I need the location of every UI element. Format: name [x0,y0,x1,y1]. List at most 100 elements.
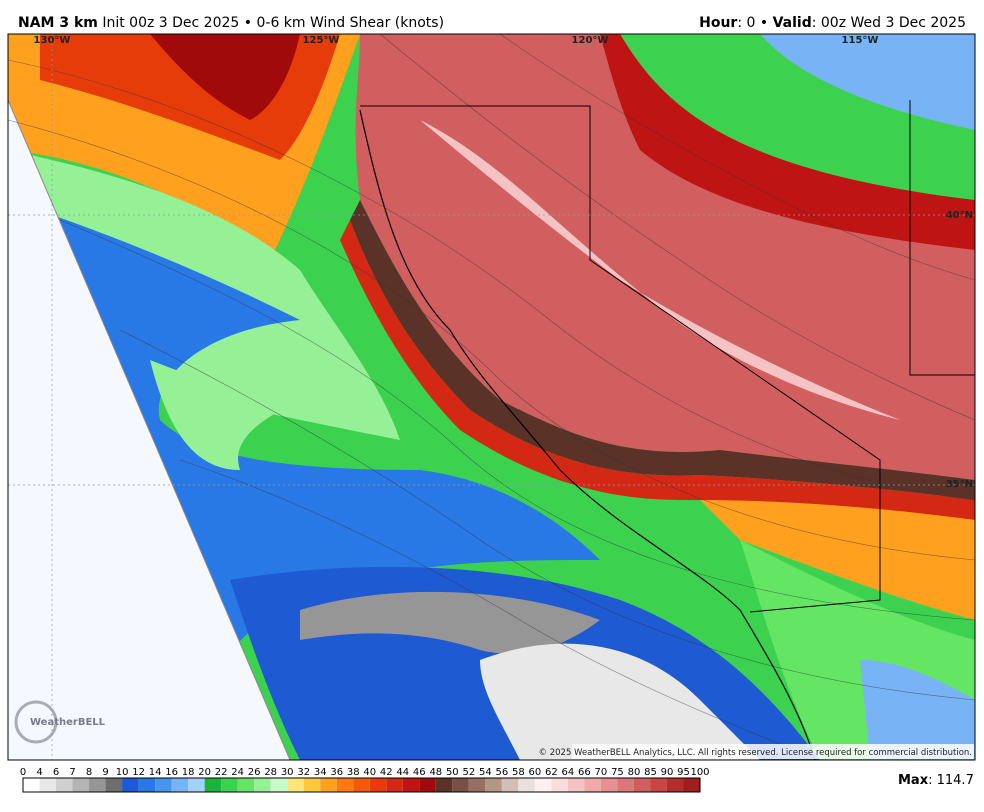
colorbar-tick-label: 36 [330,767,343,778]
lon-label: 125°W [303,35,340,46]
colorbar-segment [666,778,684,792]
lat-label: 40°N [946,210,973,221]
colorbar-segment [270,778,288,792]
colorbar-tick-label: 34 [314,767,327,778]
colorbar-tick-label: 95 [677,767,690,778]
colorbar-tick-label: 100 [690,767,709,778]
hour-value: : 0 [737,15,755,31]
colorbar-tick-label: 18 [182,767,195,778]
colorbar-segment [171,778,189,792]
colorbar-segment [683,778,700,792]
valid-label: Valid [773,15,812,31]
colorbar-segment [650,778,667,792]
colorbar-tick-label: 14 [149,767,162,778]
colorbar-segment [386,778,403,792]
colorbar-tick-label: 38 [347,767,360,778]
colorbar-segment [485,778,502,792]
colorbar-segment [468,778,486,792]
colorbar-segment [72,778,90,792]
colorbar: 0 4 6 7 8 9 10 12 14 16 18 20 22 24 26 28 30 32 34 36 38 40 42… [20,767,710,793]
colorbar-segment [633,778,651,792]
colorbar-tick-label: 4 [36,767,42,778]
colorbar-tick-label: 80 [628,767,641,778]
colorbar-segment [303,778,321,792]
colorbar-segment [567,778,585,792]
field: 0-6 km Wind Shear (knots) [256,15,444,31]
colorbar-tick-label: 90 [661,767,674,778]
copyright: © 2025 WeatherBELL Analytics, LLC. All r… [539,748,972,758]
colorbar-segment [221,778,238,792]
colorbar-tick-label: 50 [446,767,459,778]
colorbar-tick-label: 54 [479,767,492,778]
colorbar-segment [56,778,73,792]
colorbar-tick-label: 26 [248,767,261,778]
separator: • [760,15,768,31]
colorbar-segment [138,778,156,792]
header-left: NAM 3 km Init 00z 3 Dec 2025 • 0-6 km Wi… [18,15,444,31]
colorbar-tick-label: 64 [562,767,575,778]
colorbar-tick-label: 10 [116,767,129,778]
colorbar-tick-label: 7 [69,767,75,778]
colorbar-tick-label: 22 [215,767,228,778]
model: NAM 3 km [18,15,98,31]
run: Init 00z 3 Dec 2025 [102,15,239,31]
colorbar-segment [369,778,387,792]
colorbar-segment [188,778,205,792]
colorbar-tick-label: 20 [198,767,211,778]
colorbar-segment [320,778,337,792]
colorbar-segment [419,778,436,792]
colorbar-segment [237,778,255,792]
colorbar-segment [435,778,453,792]
valid-value: : 00z Wed 3 Dec 2025 [812,15,966,31]
colorbar-tick-label: 6 [53,767,59,778]
colorbar-segment [551,778,568,792]
colorbar-segment [39,778,57,792]
map-frame [7,33,976,761]
colorbar-tick-label: 44 [396,767,409,778]
colorbar-segment [534,778,552,792]
colorbar-tick-label: 0 [20,767,26,778]
colorbar-segment [617,778,634,792]
colorbar-tick-label: 70 [595,767,608,778]
colorbar-tick-label: 56 [495,767,508,778]
colorbar-tick-label: 9 [102,767,108,778]
colorbar-segment [254,778,271,792]
map [8,34,975,760]
colorbar-tick-label: 42 [380,767,393,778]
colorbar-tick-label: 75 [611,767,624,778]
header-right: Hour: 0 • Valid: 00z Wed 3 Dec 2025 [699,15,966,31]
separator: • [244,15,252,31]
lon-label: 115°W [842,35,879,46]
logo: WeatherBELL [14,700,106,744]
colorbar-tick-label: 66 [578,767,591,778]
colorbar-segment [155,778,172,792]
lon-label: 130°W [34,35,71,46]
colorbar-tick-label: 40 [363,767,376,778]
colorbar-segment [287,778,304,792]
colorbar-frame [22,777,701,793]
colorbar-segment [402,778,420,792]
lat-label: 35°N [946,479,973,490]
colorbar-segment [600,778,618,792]
colorbar-tick-label: 16 [165,767,178,778]
colorbar-segment [23,778,40,792]
colorbar-tick-label: 58 [512,767,525,778]
logo-text: WeatherBELL [30,717,106,728]
lon-label: 120°W [572,35,609,46]
colorbar-segment [336,778,354,792]
max-label: Max [898,773,929,788]
colorbar-tick-label: 48 [429,767,442,778]
colorbar-tick-label: 46 [413,767,426,778]
max: Max: 114.7 [898,773,974,788]
colorbar-tick-label: 12 [132,767,145,778]
colorbar-tick-label: 8 [86,767,92,778]
colorbar-tick-label: 85 [644,767,657,778]
colorbar-segment [501,778,519,792]
colorbar-segment [122,778,139,792]
colorbar-segment [204,778,222,792]
colorbar-tick-label: 52 [462,767,475,778]
colorbar-segment [452,778,469,792]
colorbar-tick-label: 28 [264,767,277,778]
colorbar-tick-label: 32 [297,767,310,778]
